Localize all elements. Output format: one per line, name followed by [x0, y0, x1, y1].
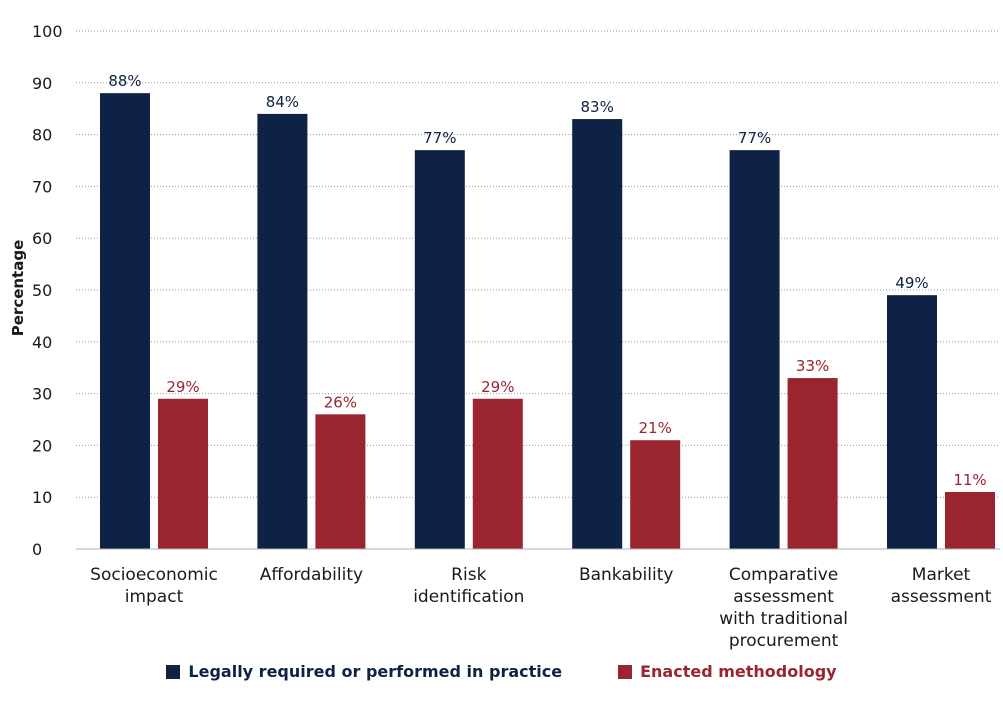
data-label: 11% — [953, 471, 986, 489]
y-tick-label: 90 — [32, 74, 52, 93]
legend-swatch-legal — [166, 664, 181, 679]
x-category-label: assessment — [891, 587, 992, 607]
x-category-label: identification — [413, 587, 524, 607]
data-label: 29% — [481, 378, 514, 396]
x-category-label: Comparative — [729, 565, 838, 585]
data-label: 29% — [166, 378, 199, 396]
legend-item-enacted: Enacted methodology — [618, 662, 837, 681]
x-category-label: assessment — [733, 587, 834, 607]
x-category-label: with traditional — [719, 609, 848, 629]
y-tick-label: 100 — [32, 22, 63, 41]
data-label: 33% — [796, 357, 829, 375]
data-label: 84% — [266, 93, 299, 111]
y-tick-label: 50 — [32, 281, 52, 300]
bar-legally-required — [572, 119, 623, 549]
bar-legally-required — [414, 150, 465, 549]
bar-legally-required — [100, 93, 150, 549]
bar-enacted-methodology — [630, 440, 681, 549]
y-tick-label: 70 — [32, 177, 52, 196]
y-tick-label: 40 — [32, 333, 52, 352]
bar-legally-required — [257, 113, 308, 549]
data-label: 77% — [423, 129, 456, 147]
gridlines — [76, 30, 1000, 498]
legend: Legally required or performed in practic… — [0, 662, 1003, 681]
data-label: 88% — [108, 72, 141, 90]
y-tick-label: 0 — [32, 540, 42, 559]
bar-enacted-methodology — [315, 414, 366, 549]
legend-item-legal: Legally required or performed in practic… — [166, 662, 562, 681]
y-axis-label: Percentage — [9, 240, 27, 337]
data-label: 77% — [738, 129, 771, 147]
bars — [100, 93, 995, 549]
y-tick-label: 10 — [32, 488, 52, 507]
data-label: 49% — [895, 274, 928, 292]
x-category-label: Bankability — [579, 565, 674, 585]
bar-enacted-methodology — [787, 378, 838, 549]
bar-legally-required — [729, 150, 780, 549]
legend-label-enacted: Enacted methodology — [640, 662, 837, 681]
y-axis-ticks: 0 10 20 30 40 50 60 70 80 90 100 — [32, 22, 63, 559]
data-label: 26% — [324, 393, 357, 411]
bar-legally-required — [887, 295, 937, 549]
bar-enacted-methodology — [945, 492, 995, 549]
bar-chart: 0 10 20 30 40 50 60 70 80 90 100 Percentage 88% 29%… — [9, 22, 1000, 650]
x-category-label: procurement — [729, 631, 839, 650]
data-labels: 88% 29% 84% 26% 77% 29% 83% 21% 77% 33% 49% 11% — [108, 72, 986, 489]
x-category-label: impact — [125, 587, 184, 607]
y-tick-label: 60 — [32, 229, 52, 248]
data-label: 83% — [581, 98, 614, 116]
bar-enacted-methodology — [472, 398, 523, 549]
legend-label-legal: Legally required or performed in practic… — [188, 662, 563, 681]
x-category-label: Market — [912, 565, 971, 585]
y-tick-label: 20 — [32, 436, 52, 455]
x-category-label: Socioeconomic — [90, 565, 218, 585]
data-label: 21% — [639, 419, 672, 437]
x-category-label: Risk — [451, 565, 486, 585]
y-tick-label: 30 — [32, 385, 52, 404]
bar-enacted-methodology — [158, 398, 208, 549]
y-tick-label: 80 — [32, 126, 52, 145]
x-category-label: Affordability — [260, 565, 363, 585]
legend-swatch-enacted — [618, 664, 633, 679]
